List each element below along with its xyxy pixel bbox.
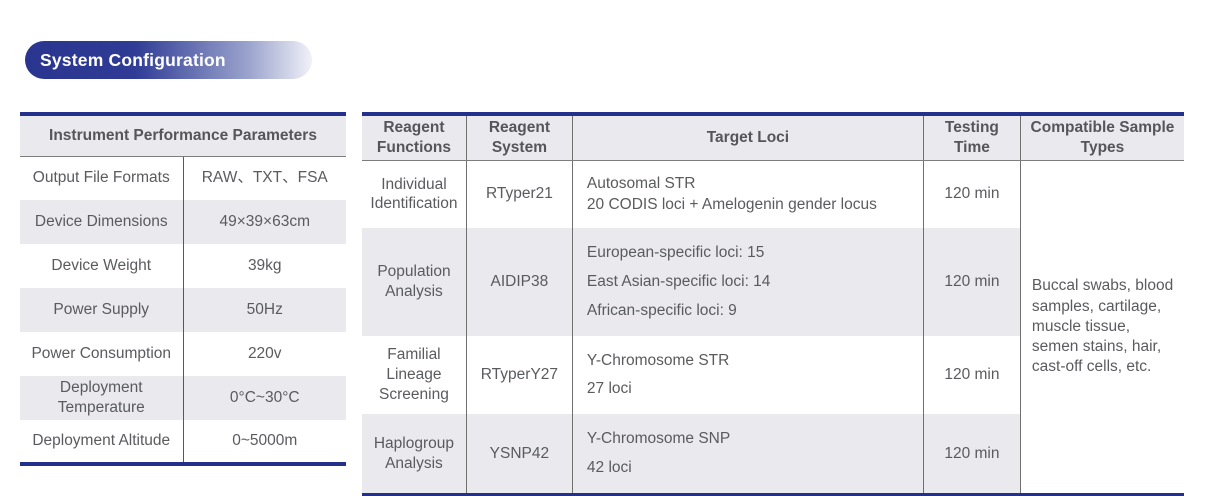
target-loci-cell: Y-Chromosome STR 27 loci	[571, 335, 924, 415]
parameter-label: Power Consumption	[20, 332, 184, 376]
column-header: Reagent System	[465, 114, 573, 161]
section-title: System Configuration	[40, 49, 226, 70]
testing-time-cell: 120 min	[922, 228, 1021, 336]
target-loci-line: Autosomal STR	[586, 175, 696, 193]
parameter-label: Output File Formats	[20, 156, 184, 200]
target-loci-cell: Autosomal STR 20 CODIS loci + Amelogenin …	[571, 160, 924, 229]
parameter-label: Device Dimensions	[20, 200, 184, 244]
instrument-performance-header-row: Instrument Performance Parameters	[20, 114, 346, 157]
table-row: Familial Lineage Screening RTyperY27 Y-Chr…	[362, 335, 1184, 415]
parameter-value: 220v	[247, 345, 282, 363]
table-row: Individual Identification RTyper21 Autosom…	[362, 160, 1184, 495]
target-loci-cell: European-specific loci: 15 East Asian-spe…	[571, 228, 924, 336]
table-row: Population Analysis AIDIP38 European-speci…	[362, 228, 1184, 336]
reagent-system-cell: RTyper21	[465, 160, 573, 229]
reagent-function-cell: Population Analysis	[362, 228, 467, 336]
table-row: Deployment Temperature 0°C~30°C	[20, 376, 346, 420]
target-loci-line: Y-Chromosome SNP	[586, 430, 731, 448]
parameter-label: Device Weight	[20, 244, 184, 288]
parameter-value: 0°C~30°C	[183, 376, 346, 420]
table-row: Power Consumption 220v	[20, 332, 346, 376]
testing-time-cell: 120 min	[922, 414, 1021, 495]
testing-time-cell: 120 min	[922, 335, 1021, 415]
table-row: Device Dimensions 49×39×63cm	[20, 200, 346, 244]
reagent-function-cell: Individual Identification	[370, 175, 458, 213]
reagent-function-cell: Haplogroup Analysis	[362, 414, 467, 495]
target-loci-line: 42 loci	[586, 459, 632, 477]
parameter-value: 39kg	[247, 257, 282, 275]
testing-time-cell: 120 min	[922, 160, 1021, 229]
reagent-table-header-row: Reagent Functions Reagent System Target Lo…	[362, 114, 1184, 161]
instrument-performance-title: Instrument Performance Parameters	[20, 114, 346, 157]
section-title-pill: System Configuration	[25, 41, 312, 79]
target-loci-line: 27 loci	[586, 380, 632, 398]
column-header: Testing Time	[922, 114, 1021, 161]
parameter-label: Deployment Temperature	[20, 376, 184, 420]
reagent-system-cell: YSNP42	[465, 414, 573, 495]
target-loci-line: African-specific loci: 9	[586, 301, 737, 319]
reagent-table: Reagent Functions Reagent System Target Lo…	[362, 112, 1184, 496]
compatible-samples-cell: Buccal swabs, blood samples, cartilage, …	[1019, 160, 1184, 495]
table-row: Haplogroup Analysis YSNP42 Y-Chromosome SN…	[362, 414, 1184, 495]
reagent-system-cell: RTyperY27	[465, 335, 573, 415]
table-row: Device Weight 39kg	[20, 244, 346, 288]
instrument-performance-table: Instrument Performance Parameters Output…	[20, 112, 346, 466]
table-row: Output File Formats RAW、TXT、FSA	[20, 156, 346, 200]
parameter-value: 49×39×63cm	[183, 200, 346, 244]
target-loci-line: Y-Chromosome STR	[586, 351, 730, 369]
column-header: Reagent Functions	[362, 114, 467, 161]
column-header: Compatible Sample Types	[1019, 114, 1184, 161]
parameter-value: RAW、TXT、FSA	[201, 169, 328, 187]
table-row: Power Supply 50Hz	[20, 288, 346, 332]
parameter-label: Deployment Altitude	[20, 420, 184, 464]
target-loci-line: East Asian-specific loci: 14	[586, 272, 771, 290]
table-row: Deployment Altitude 0~5000m	[20, 420, 346, 464]
target-loci-cell: Y-Chromosome SNP 42 loci	[571, 414, 924, 495]
parameter-value: 0~5000m	[232, 432, 298, 450]
target-loci-line: European-specific loci: 15	[586, 244, 765, 262]
parameter-label: Power Supply	[20, 288, 184, 332]
reagent-function-cell: Familial Lineage Screening	[379, 346, 449, 403]
reagent-system-cell: AIDIP38	[465, 228, 573, 336]
parameter-value: 50Hz	[183, 288, 346, 332]
target-loci-line: 20 CODIS loci + Amelogenin gender locus	[586, 195, 877, 213]
column-header: Target Loci	[571, 114, 924, 161]
